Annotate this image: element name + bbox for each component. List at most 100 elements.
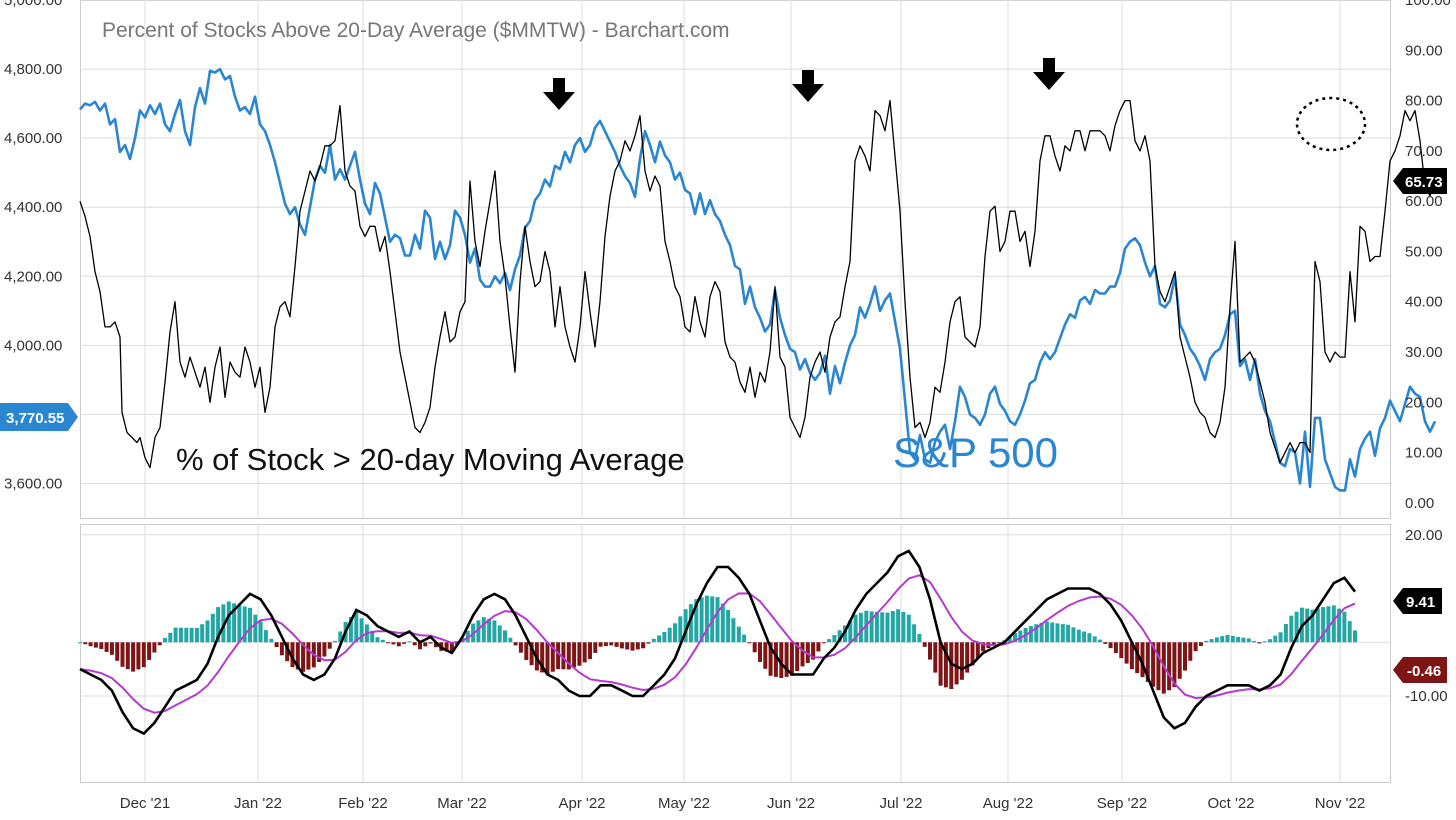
right-axis-tick-label: 20.00 [1405,394,1443,411]
histogram-bar [880,612,885,643]
histogram-bar [1209,639,1214,643]
histogram-bar [210,613,215,643]
histogram-bar [428,642,433,644]
histogram-bar [375,637,380,643]
histogram-bar [943,642,948,688]
histogram-bar [550,642,555,672]
histogram-bar [93,642,98,648]
histogram-bar [359,618,364,643]
histogram-bar [1140,642,1145,678]
histogram-bar [1050,622,1055,643]
histogram-bar [1172,642,1177,687]
histogram-bar [572,642,577,668]
histogram-bar [869,611,874,643]
histogram-bar [322,642,327,657]
x-tick-label: Oct '22 [1207,795,1254,812]
histogram-bar [688,604,693,643]
histogram-bar [109,642,114,655]
left-axis-tick-label: 5,000.00 [4,0,62,9]
histogram-bar [742,634,747,643]
histogram-bar [1252,640,1257,643]
histogram-bar [1278,632,1283,643]
histogram-bar [954,642,959,685]
histogram-bar [938,642,943,686]
histogram-bar [115,642,120,661]
histogram-bar [242,606,247,643]
histogram-bar [614,642,619,647]
histogram-bar [481,617,486,643]
mmtw-last-value: 65.73 [1405,174,1443,191]
histogram-bar [380,639,385,643]
histogram-bar [540,642,545,673]
histogram-bar [784,642,789,677]
histogram-bar [683,609,688,643]
histogram-bar [789,642,794,676]
histogram-bar [269,638,274,643]
histogram-bar [991,642,996,645]
histogram-bar [1055,623,1060,643]
x-tick-label: Dec '21 [120,795,170,812]
histogram-bar [1034,624,1039,643]
histogram-bar [418,642,422,650]
histogram-bar [651,638,656,643]
histogram-bar [1337,608,1342,643]
dotted-circle-annotation [1295,96,1367,152]
histogram-bar [1268,639,1272,643]
histogram-bar [1071,627,1076,643]
histogram-bar [529,642,534,666]
histogram-bar [194,628,199,643]
histogram-bar [1273,635,1278,643]
histogram-bar [609,642,614,646]
histogram-bar [301,642,306,672]
histogram-bar [1145,642,1150,682]
x-tick-label: Jun '22 [767,795,815,812]
x-tick-label: Sep '22 [1097,795,1147,812]
histogram-bar [391,642,396,645]
histogram-bar [354,612,359,643]
histogram-bar [163,638,167,643]
histogram-bar [673,623,677,643]
histogram-bar [386,642,391,644]
histogram-bar [779,642,784,678]
histogram-bar [125,642,130,670]
histogram-bar [476,620,481,643]
left-axis-tick-label: 4,000.00 [4,337,62,354]
histogram-bar [184,627,189,643]
histogram-bar [933,642,938,673]
histogram-bar [848,620,853,643]
histogram-bar [1060,624,1065,643]
histogram-bar [402,642,407,644]
histogram-bar [827,639,832,643]
histogram-bar [513,642,518,646]
histogram-bar [1347,621,1352,643]
histogram-bar [758,642,762,662]
down-arrow-icon [543,78,575,110]
histogram-bar [1129,642,1134,670]
macd-axis: 20.00 -10.00 [1405,527,1448,705]
main-series [79,67,1437,492]
histogram-bar [1326,606,1331,643]
histogram-bar [635,642,640,650]
histogram-bar [1262,641,1267,643]
histogram-bar [497,625,502,643]
histogram-bar [157,642,162,646]
histogram-bar [508,637,513,643]
spx-last-value-badge: 3,770.55 [0,403,78,431]
right-axis-tick-label: 40.00 [1405,294,1443,311]
right-axis-tick-label: 70.00 [1405,143,1443,160]
histogram-bar [370,630,375,643]
right-axis-tick-label: 50.00 [1405,243,1443,260]
histogram-bar [922,642,927,647]
x-tick-label: Jul '22 [880,795,923,812]
histogram-bar [906,614,911,643]
histogram-bar [975,642,980,659]
histogram-bar [1220,636,1225,643]
histogram-bar [1305,608,1310,643]
histogram-bar [1241,637,1246,643]
histogram-bar [152,642,157,653]
histogram-bar [1257,642,1262,644]
right-axis: 100.00 90.00 80.00 70.00 60.00 50.00 40.00 30.0… [1405,0,1451,512]
histogram-bar [768,642,773,676]
histogram-bar [837,630,842,643]
histogram-bar [800,642,805,667]
